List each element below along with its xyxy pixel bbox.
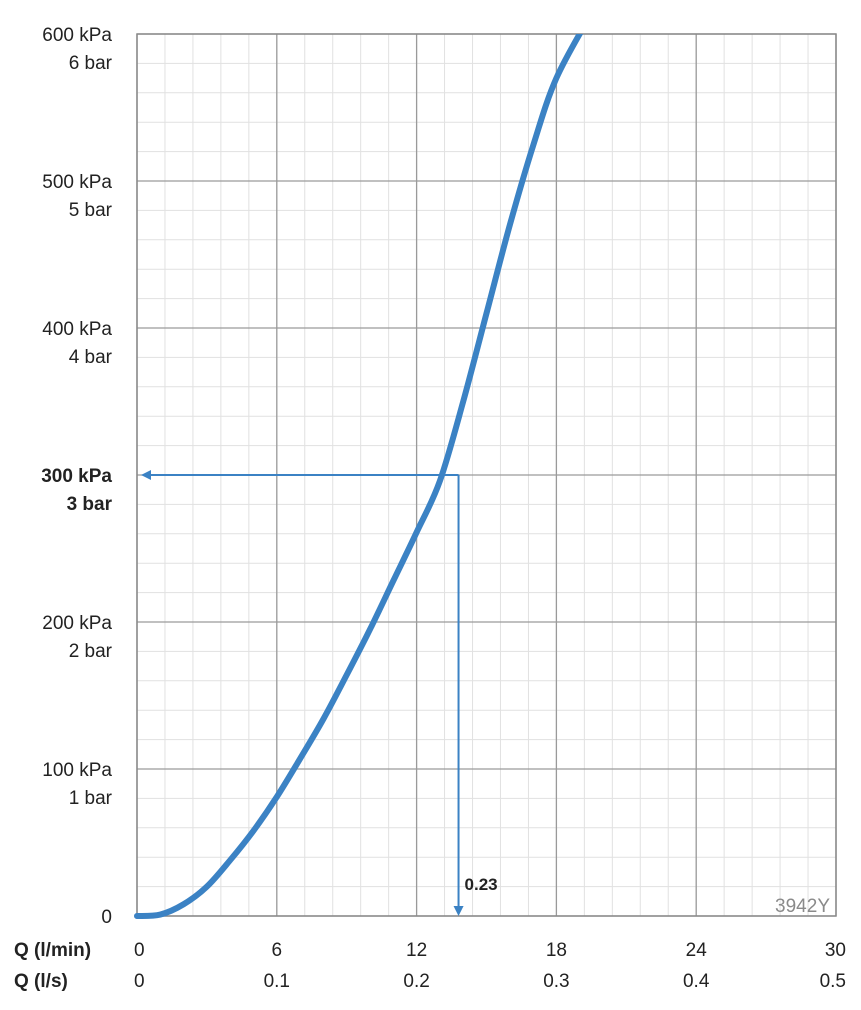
- x-axis-label-lpm: Q (l/min): [14, 940, 91, 961]
- flow-pressure-curve: [134, 34, 584, 919]
- x-tick-label-lpm: 30: [825, 940, 846, 961]
- x-tick-label-lpm: 6: [272, 940, 283, 961]
- x-axis-label-ls: Q (l/s): [14, 971, 68, 992]
- y-tick-label-bar: 4 bar: [69, 347, 113, 368]
- x-tick-label-lpm: 0: [134, 940, 145, 961]
- x-tick-label-ls: 0.1: [264, 971, 290, 992]
- x-tick-label-lpm: 24: [686, 940, 708, 961]
- y-tick-label-bar: 3 bar: [67, 494, 113, 515]
- y-tick-label-kpa: 200 kPa: [42, 613, 112, 634]
- annotation-label: 0.23: [465, 875, 498, 894]
- y-tick-label-kpa: 600 kPa: [42, 25, 112, 46]
- x-axis-tick-labels: 0 0 6 0.1 12 0.2 18 0.3 24 0.4 30 0.5: [134, 940, 846, 992]
- x-tick-label-lpm: 12: [406, 940, 427, 961]
- y-tick-label-kpa: 300 kPa: [41, 466, 112, 487]
- x-tick-label-ls: 0.3: [543, 971, 569, 992]
- x-tick-label-lpm: 18: [546, 940, 567, 961]
- watermark-code: 3942Y: [775, 896, 830, 917]
- x-tick-label-ls: 0.2: [403, 971, 429, 992]
- x-tick-label-ls: 0.4: [683, 971, 710, 992]
- y-tick-label-kpa: 500 kPa: [42, 172, 112, 193]
- y-tick-label-kpa: 100 kPa: [42, 760, 112, 781]
- y-tick-label-bar: 5 bar: [69, 200, 113, 221]
- y-tick-label-kpa: 0: [101, 907, 112, 928]
- x-tick-label-ls: 0.5: [820, 971, 846, 992]
- y-tick-label-bar: 6 bar: [69, 53, 113, 74]
- y-tick-label-bar: 2 bar: [69, 641, 113, 662]
- y-axis-tick-labels: 0 100 kPa 1 bar 200 kPa 2 bar 300 kPa 3 bar 400…: [41, 25, 112, 928]
- major-gridlines: [136, 33, 837, 917]
- plot-frame: [136, 33, 837, 917]
- x-tick-label-ls: 0: [134, 971, 145, 992]
- y-tick-label-bar: 1 bar: [69, 788, 113, 809]
- y-tick-label-kpa: 400 kPa: [42, 319, 112, 340]
- annotation-300kpa: 0.23: [141, 470, 498, 916]
